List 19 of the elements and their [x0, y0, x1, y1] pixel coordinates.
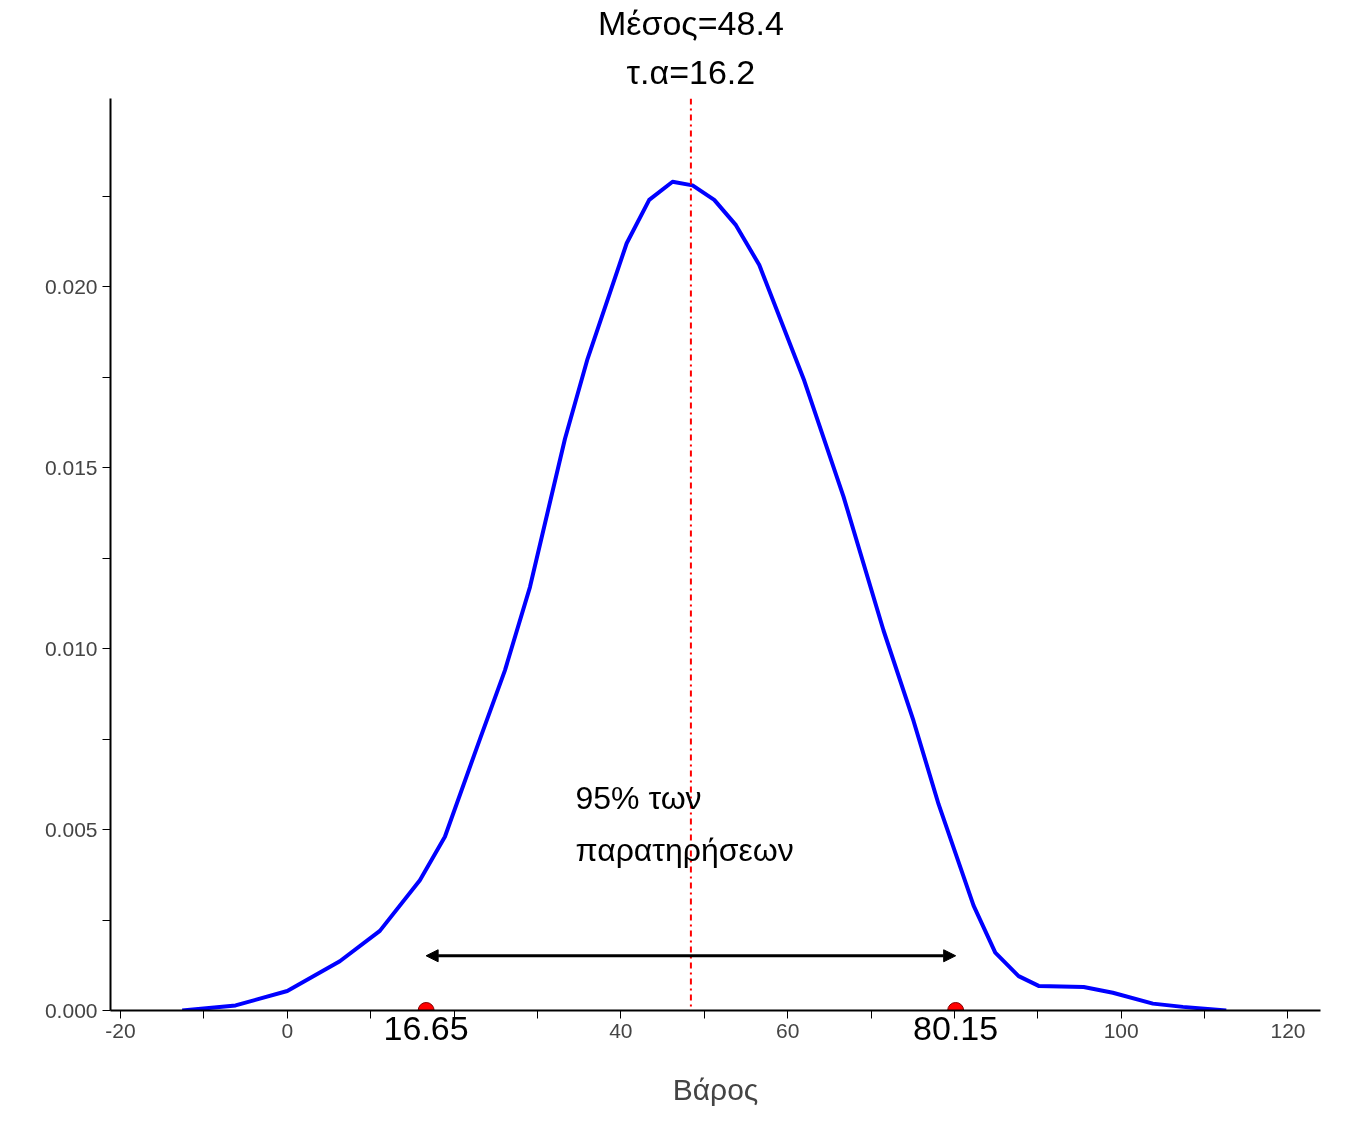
x-axis-title: Βάρος: [672, 1072, 759, 1106]
x-tick-label: -20: [105, 1018, 136, 1042]
x-tick-label: 60: [775, 1018, 800, 1042]
annotation: τ.α=16.2: [626, 52, 756, 91]
y-tick-label: 0.005: [44, 817, 98, 841]
annotation: Μέσος=48.4: [598, 3, 784, 42]
y-tick-label: 0.010: [44, 636, 98, 660]
x-tick-label: 120: [1270, 1018, 1306, 1042]
annotation: παρατηρήσεων: [575, 831, 794, 868]
x-tick-label: 40: [609, 1018, 633, 1042]
y-tick-label: 0.015: [44, 455, 98, 479]
y-tick-label: 0.020: [44, 274, 98, 298]
x-tick-label: 100: [1103, 1018, 1139, 1042]
annotation: 16.65: [383, 1008, 469, 1047]
x-tick-label: 0: [281, 1018, 294, 1042]
annotation: 95% των: [575, 779, 702, 816]
y-tick-label: 0.000: [44, 998, 98, 1022]
annotation: 80.15: [913, 1008, 999, 1047]
line-series: [180, 179, 1229, 1011]
